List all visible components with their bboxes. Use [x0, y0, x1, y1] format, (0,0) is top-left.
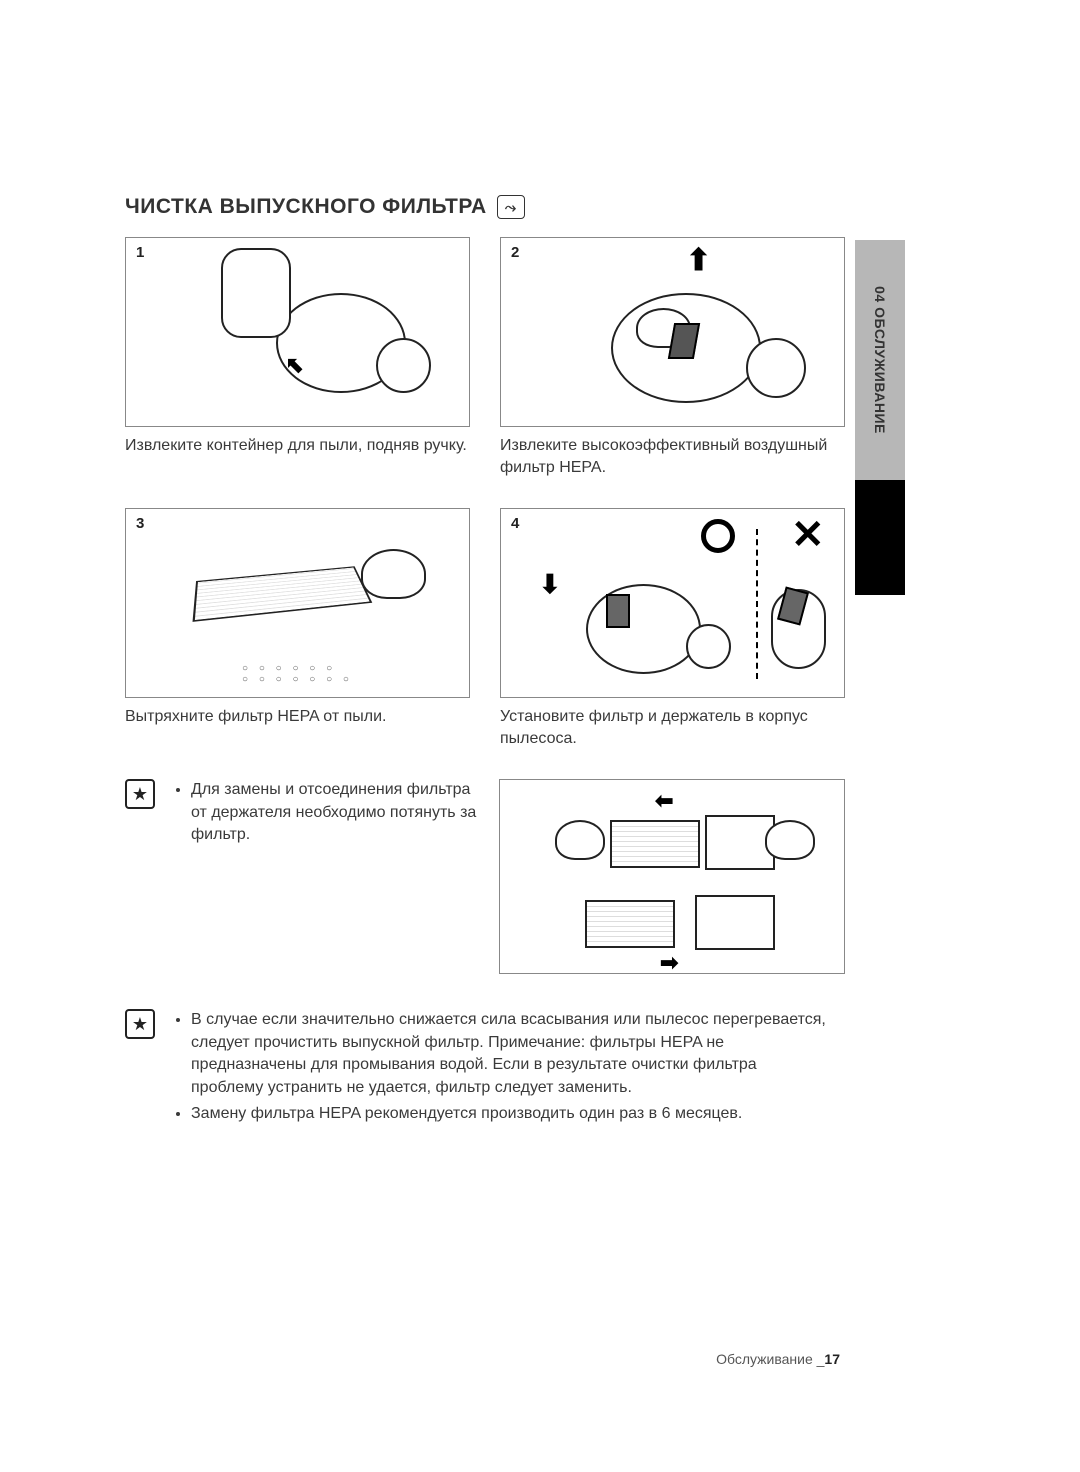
filter-icon: ⤳ [497, 195, 525, 219]
step-3: 3 ○ ○ ○ ○ ○ ○○ ○ ○ ○ ○ ○ ○ Вытряхните фи… [125, 508, 470, 749]
footer-text: Обслуживание _ [716, 1351, 824, 1367]
star-badge-icon: ★ [125, 779, 155, 809]
tip-2-row: ★ В случае если значительно снижается си… [125, 1009, 845, 1129]
correct-icon [701, 519, 735, 553]
steps-grid: 1 ⬆ Извлеките контейнер для пыли, подняв… [125, 237, 845, 749]
tip-1-text: Для замены и отсоединения фильтра от дер… [173, 779, 481, 850]
step-2-figure: 2 ⬆ [500, 237, 845, 427]
step-1-caption: Извлеките контейнер для пыли, подняв руч… [125, 435, 470, 457]
section-title-text: ЧИСТКА ВЫПУСКНОГО ФИЛЬТРА [125, 195, 487, 219]
tip-2-text: В случае если значительно снижается сила… [173, 1009, 833, 1129]
star-badge-icon: ★ [125, 1009, 155, 1039]
tip-2-bullet-2: Замену фильтра HEPA рекомендуется произв… [191, 1103, 833, 1125]
tip-1-bullet: Для замены и отсоединения фильтра от дер… [191, 779, 481, 846]
page-footer: Обслуживание _17 [716, 1351, 840, 1367]
chapter-tab-label: 04 ОБСЛУЖИВАНИЕ [872, 286, 888, 434]
step-1: 1 ⬆ Извлеките контейнер для пыли, подняв… [125, 237, 470, 478]
step-1-figure: 1 ⬆ [125, 237, 470, 427]
step-3-caption: Вытряхните фильтр HEPA от пыли. [125, 706, 470, 728]
step-3-figure: 3 ○ ○ ○ ○ ○ ○○ ○ ○ ○ ○ ○ ○ [125, 508, 470, 698]
section-title: ЧИСТКА ВЫПУСКНОГО ФИЛЬТРА ⤳ [125, 195, 845, 219]
step-4: 4 ✕ ⬇ Установите фильтр и держатель в ко… [500, 508, 845, 749]
incorrect-icon: ✕ [791, 515, 825, 555]
step-4-caption: Установите фильтр и держатель в корпус п… [500, 706, 845, 749]
tip-2-bullet-1: В случае если значительно снижается сила… [191, 1009, 833, 1099]
tip-1-figure: ⬅ ➡ [499, 779, 845, 974]
tip-1-row: ★ Для замены и отсоединения фильтра от д… [125, 779, 845, 974]
manual-page: ЧИСТКА ВЫПУСКНОГО ФИЛЬТРА ⤳ 1 ⬆ Извлекит… [125, 195, 845, 1129]
chapter-tab: 04 ОБСЛУЖИВАНИЕ [855, 240, 905, 595]
step-2: 2 ⬆ Извлеките высокоэффективный воздушны… [500, 237, 845, 478]
step-4-figure: 4 ✕ ⬇ [500, 508, 845, 698]
page-number: 17 [824, 1351, 840, 1367]
step-2-caption: Извлеките высокоэффективный воздушный фи… [500, 435, 845, 478]
